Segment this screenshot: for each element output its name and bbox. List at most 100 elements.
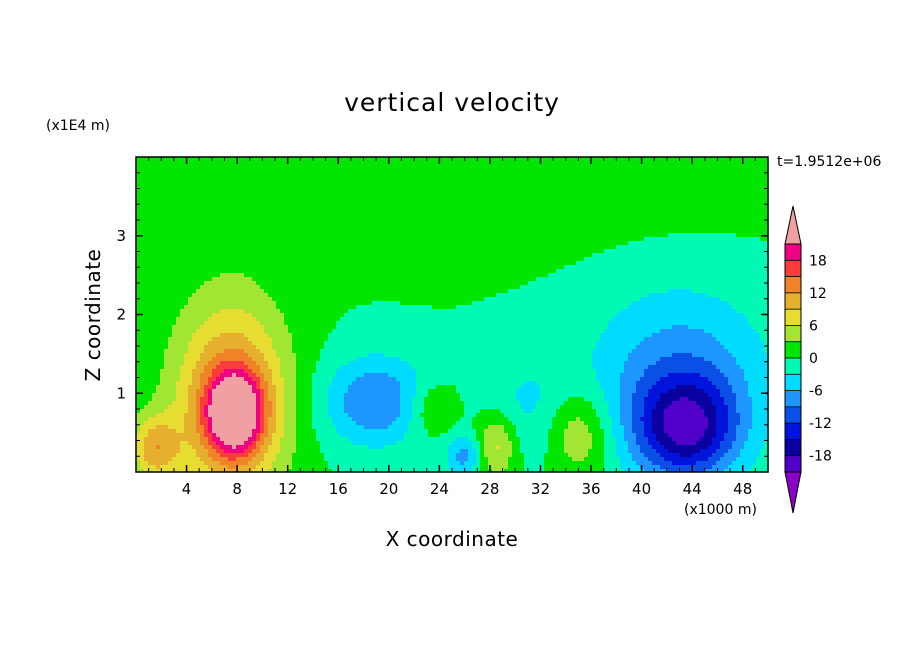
heatmap-cell (436, 169, 441, 174)
heatmap-cell (620, 249, 625, 254)
heatmap-cell (696, 189, 701, 194)
heatmap-cell (516, 181, 521, 186)
heatmap-cell (256, 265, 261, 270)
heatmap-cell (564, 161, 569, 166)
heatmap-cell (708, 273, 713, 278)
heatmap-cell (248, 169, 253, 174)
heatmap-cell (152, 213, 157, 218)
heatmap-cell (408, 209, 413, 214)
heatmap-cell (672, 225, 677, 230)
heatmap-cell (356, 261, 361, 266)
heatmap-cell (692, 189, 697, 194)
heatmap-cell (708, 157, 713, 162)
heatmap-cell (484, 161, 489, 166)
heatmap-cell (280, 189, 285, 194)
heatmap-cell (408, 173, 413, 178)
heatmap-cell (488, 197, 493, 202)
heatmap-cell (372, 181, 377, 186)
heatmap-cell (192, 161, 197, 166)
heatmap-cell (536, 273, 541, 278)
heatmap-cell (508, 249, 513, 254)
heatmap-cell (200, 277, 205, 282)
heatmap-cell (320, 177, 325, 182)
heatmap-cell (500, 233, 505, 238)
heatmap-cell (564, 273, 569, 278)
heatmap-cell (700, 197, 705, 202)
heatmap-cell (284, 185, 289, 190)
heatmap-cell (652, 165, 657, 170)
heatmap-cell (552, 273, 557, 278)
heatmap-cell (256, 241, 261, 246)
heatmap-cell (228, 177, 233, 182)
heatmap-cell (428, 229, 433, 234)
heatmap-cell (400, 193, 405, 198)
heatmap-cell (444, 241, 449, 246)
heatmap-cell (420, 205, 425, 210)
heatmap-cell (168, 249, 173, 254)
heatmap-cell (136, 165, 141, 170)
heatmap-cell (200, 265, 205, 270)
heatmap-cell (740, 193, 745, 198)
heatmap-cell (240, 161, 245, 166)
heatmap-cell (556, 261, 561, 266)
heatmap-cell (736, 245, 741, 250)
heatmap-cell (620, 161, 625, 166)
heatmap-cell (664, 189, 669, 194)
heatmap-cell (340, 177, 345, 182)
heatmap-cell (488, 165, 493, 170)
heatmap-cell (416, 213, 421, 218)
heatmap-cell (748, 205, 753, 210)
heatmap-cell (508, 233, 513, 238)
heatmap-cell (484, 249, 489, 254)
heatmap-cell (236, 249, 241, 254)
heatmap-cell (432, 217, 437, 222)
heatmap-cell (600, 277, 605, 282)
heatmap-cell (576, 265, 581, 270)
heatmap-cell (680, 225, 685, 230)
heatmap-cell (488, 181, 493, 186)
heatmap-cell (636, 257, 641, 262)
heatmap-cell (164, 277, 169, 282)
heatmap-cell (724, 189, 729, 194)
heatmap-cell (224, 197, 229, 202)
heatmap-cell (760, 241, 765, 246)
heatmap-cell (476, 197, 481, 202)
heatmap-cell (144, 237, 149, 242)
heatmap-cell (168, 269, 173, 274)
heatmap-cell (292, 229, 297, 234)
heatmap-cell (508, 213, 513, 218)
heatmap-cell (652, 229, 657, 234)
heatmap-cell (524, 233, 529, 238)
heatmap-cell (676, 225, 681, 230)
heatmap-cell (324, 253, 329, 258)
heatmap-cell (412, 281, 417, 286)
heatmap-cell (208, 209, 213, 214)
heatmap-cell (556, 165, 561, 170)
heatmap-cell (464, 257, 469, 262)
heatmap-cell (324, 265, 329, 270)
heatmap-cell (688, 229, 693, 234)
heatmap-cell (524, 241, 529, 246)
heatmap-cell (188, 281, 193, 286)
heatmap-cell (620, 233, 625, 238)
heatmap-cell (556, 193, 561, 198)
heatmap-cell (248, 273, 253, 278)
heatmap-cell (256, 193, 261, 198)
heatmap-cell (348, 193, 353, 198)
heatmap-cell (536, 245, 541, 250)
heatmap-cell (196, 217, 201, 222)
heatmap-cell (544, 269, 549, 274)
heatmap-cell (548, 253, 553, 258)
heatmap-cell (652, 209, 657, 214)
heatmap-cell (588, 157, 593, 162)
heatmap-cell (260, 269, 265, 274)
heatmap-cell (632, 213, 637, 218)
heatmap-cell (548, 201, 553, 206)
heatmap-cell (336, 209, 341, 214)
heatmap-cell (708, 173, 713, 178)
heatmap-cell (452, 257, 457, 262)
heatmap-cell (532, 229, 537, 234)
heatmap-cell (408, 213, 413, 218)
heatmap-cell (560, 233, 565, 238)
heatmap-cell (180, 181, 185, 186)
